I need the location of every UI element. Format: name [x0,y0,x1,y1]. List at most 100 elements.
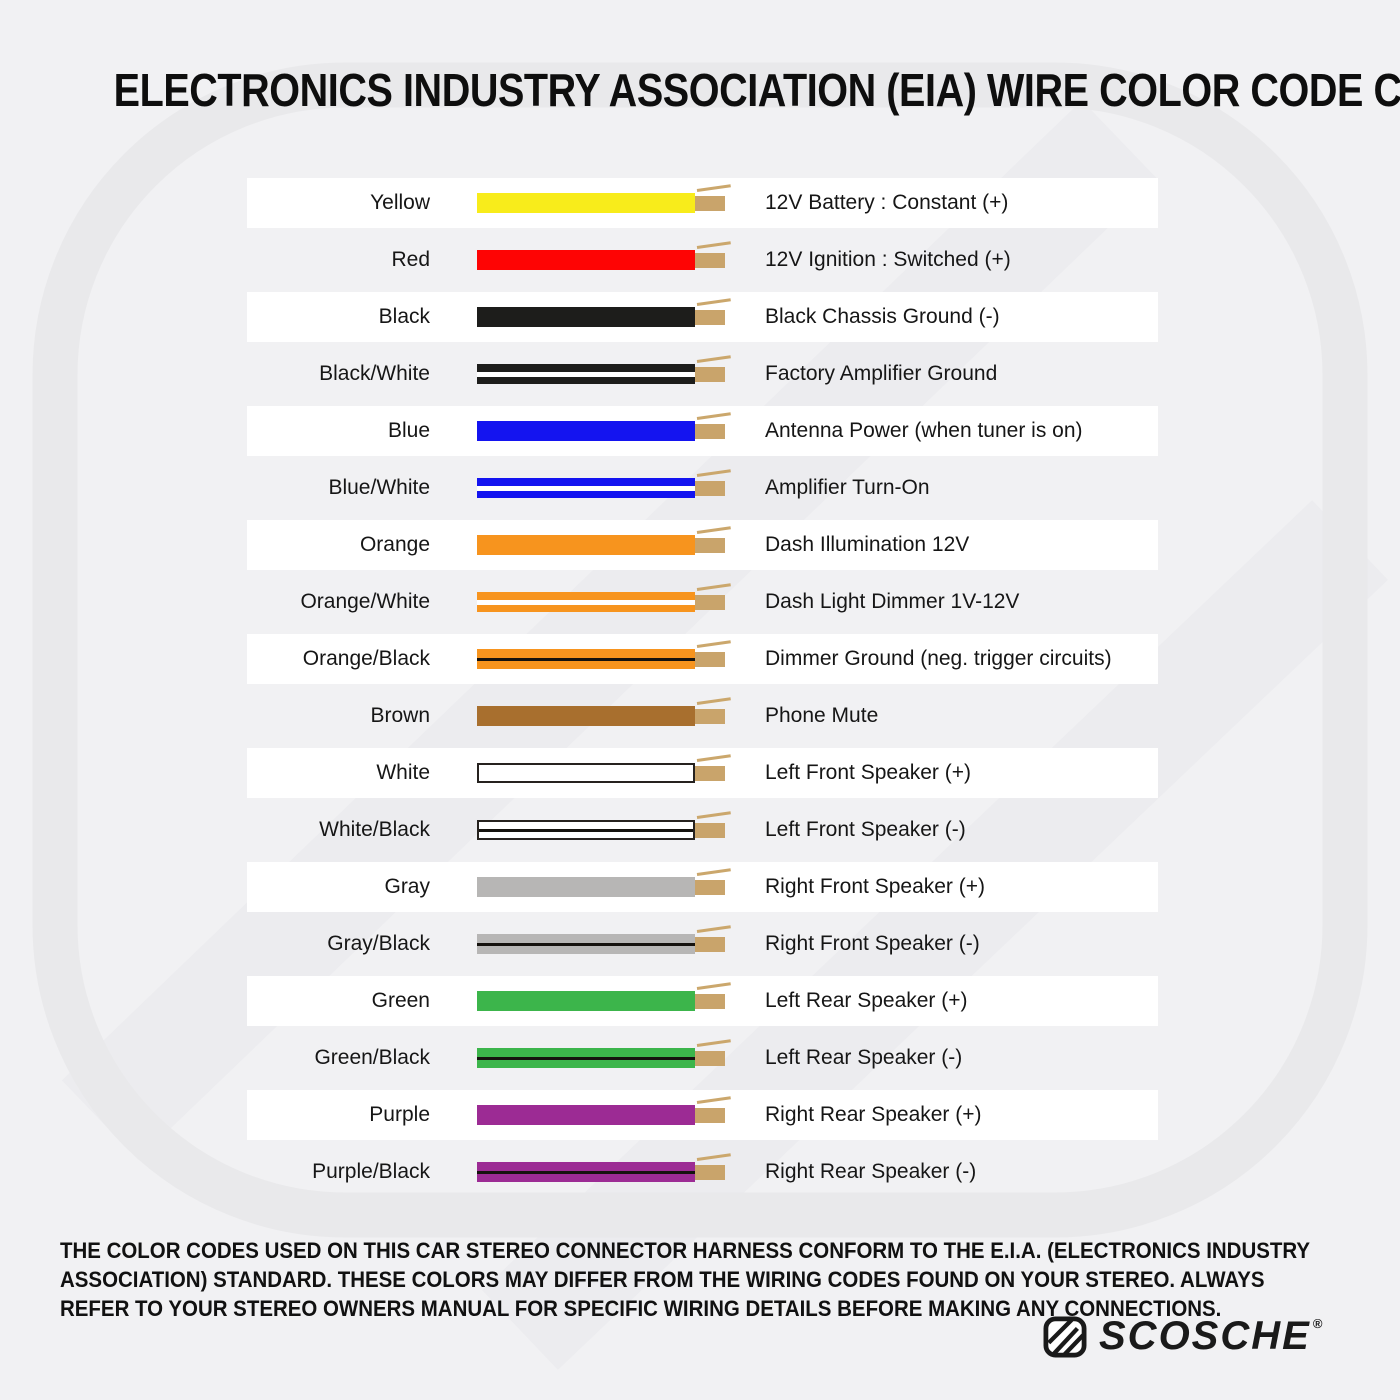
wire-function: Factory Amplifier Ground [765,362,998,385]
wire-insulation [477,820,695,840]
wire-row: Purple Right Rear Speaker (+) [247,1090,1158,1140]
wire-illustration [477,349,731,399]
wire-row: Gray/Black Right Front Speaker (-) [247,919,1158,969]
scosche-logo: SCOSCHE ® [1043,1314,1322,1358]
wire-insulation [477,250,695,270]
copper-tip [695,1108,725,1123]
wire-insulation [477,193,695,213]
wire-color-name: Yellow [370,191,430,214]
wire-stripe [477,599,695,605]
copper-tip [695,196,725,211]
wire-color-name: Green [371,989,430,1012]
page-title: ELECTRONICS INDUSTRY ASSOCIATION (EIA) W… [0,63,1400,117]
wire-color-name: Black [378,305,430,328]
copper-strand [696,526,731,534]
wire-color-name: Orange/White [300,590,430,613]
wire-color-name: White [376,761,430,784]
copper-strand [696,640,731,648]
wire-row: Blue/White Amplifier Turn-On [247,463,1158,513]
wire-function: Black Chassis Ground (-) [765,305,1000,328]
wire-insulation [477,592,695,612]
copper-tip [695,880,725,895]
wire-function: Phone Mute [765,704,879,727]
copper-strand [696,925,731,933]
wire-insulation [477,535,695,555]
copper-tip [695,253,725,268]
copper-tip [695,595,725,610]
wire-stripe [479,828,693,832]
wire-color-name: Orange [359,533,430,556]
copper-tip [695,937,725,952]
wire-function: Right Rear Speaker (+) [765,1103,982,1126]
wire-illustration [477,292,731,342]
page-title-text: ELECTRONICS INDUSTRY ASSOCIATION (EIA) W… [113,64,1400,116]
wire-insulation [477,364,695,384]
copper-strand [696,1096,731,1104]
wire-illustration [477,463,731,513]
copper-strand [696,982,731,990]
wire-insulation [477,649,695,669]
wire-illustration [477,805,731,855]
wire-function: Right Front Speaker (-) [765,932,980,955]
wire-stripe [477,485,695,491]
copper-strand [696,697,731,705]
wire-function: Left Front Speaker (+) [765,761,972,784]
wire-row: Orange Dash Illumination 12V [247,520,1158,570]
wire-function: 12V Ignition : Switched (+) [765,248,1011,271]
wire-insulation [477,421,695,441]
wire-color-name: Purple [369,1103,430,1126]
wire-insulation [477,934,695,954]
wire-function: Right Rear Speaker (-) [765,1160,977,1183]
wire-illustration [477,862,731,912]
wire-color-name: Gray [384,875,430,898]
copper-strand [696,754,731,762]
wire-function: Left Rear Speaker (-) [765,1046,963,1069]
wire-color-name: Orange/Black [302,647,430,670]
copper-tip [695,310,725,325]
copper-tip [695,424,725,439]
wire-row: Purple/Black Right Rear Speaker (-) [247,1147,1158,1197]
copper-tip [695,1165,725,1180]
copper-tip [695,823,725,838]
wire-color-name: White/Black [319,818,430,841]
wire-color-name: Gray/Black [327,932,430,955]
wire-row: Blue Antenna Power (when tuner is on) [247,406,1158,456]
copper-strand [696,1039,731,1047]
scosche-wordmark: SCOSCHE [1099,1314,1311,1358]
wire-illustration [477,1033,731,1083]
wire-row: Black Black Chassis Ground (-) [247,292,1158,342]
wire-row: Orange/White Dash Light Dimmer 1V-12V [247,577,1158,627]
copper-strand [696,184,731,192]
copper-strand [696,868,731,876]
wire-stripe [477,942,695,946]
copper-tip [695,538,725,553]
wire-insulation [477,763,695,783]
copper-tip [695,481,725,496]
wire-color-name: Blue/White [328,476,430,499]
wire-color-name: Brown [370,704,430,727]
wire-illustration [477,1090,731,1140]
wire-insulation [477,307,695,327]
copper-strand [696,811,731,819]
wire-row: Green/Black Left Rear Speaker (-) [247,1033,1158,1083]
copper-tip [695,766,725,781]
wire-color-name: Purple/Black [312,1160,430,1183]
wire-illustration [477,235,731,285]
copper-tip [695,709,725,724]
wire-stripe [477,657,695,661]
wire-insulation [477,478,695,498]
wire-function: Antenna Power (when tuner is on) [765,419,1083,442]
copper-strand [696,469,731,477]
wire-row: Red 12V Ignition : Switched (+) [247,235,1158,285]
wire-illustration [477,577,731,627]
wire-color-name: Black/White [319,362,430,385]
copper-strand [696,355,731,363]
copper-tip [695,1051,725,1066]
disclaimer-text: THE COLOR CODES USED ON THIS CAR STEREO … [60,1238,1310,1321]
copper-strand [696,241,731,249]
wire-function: Left Rear Speaker (+) [765,989,968,1012]
wire-stripe [477,1170,695,1174]
wire-row: Black/White Factory Amplifier Ground [247,349,1158,399]
wire-illustration [477,919,731,969]
wire-row: Yellow 12V Battery : Constant (+) [247,178,1158,228]
